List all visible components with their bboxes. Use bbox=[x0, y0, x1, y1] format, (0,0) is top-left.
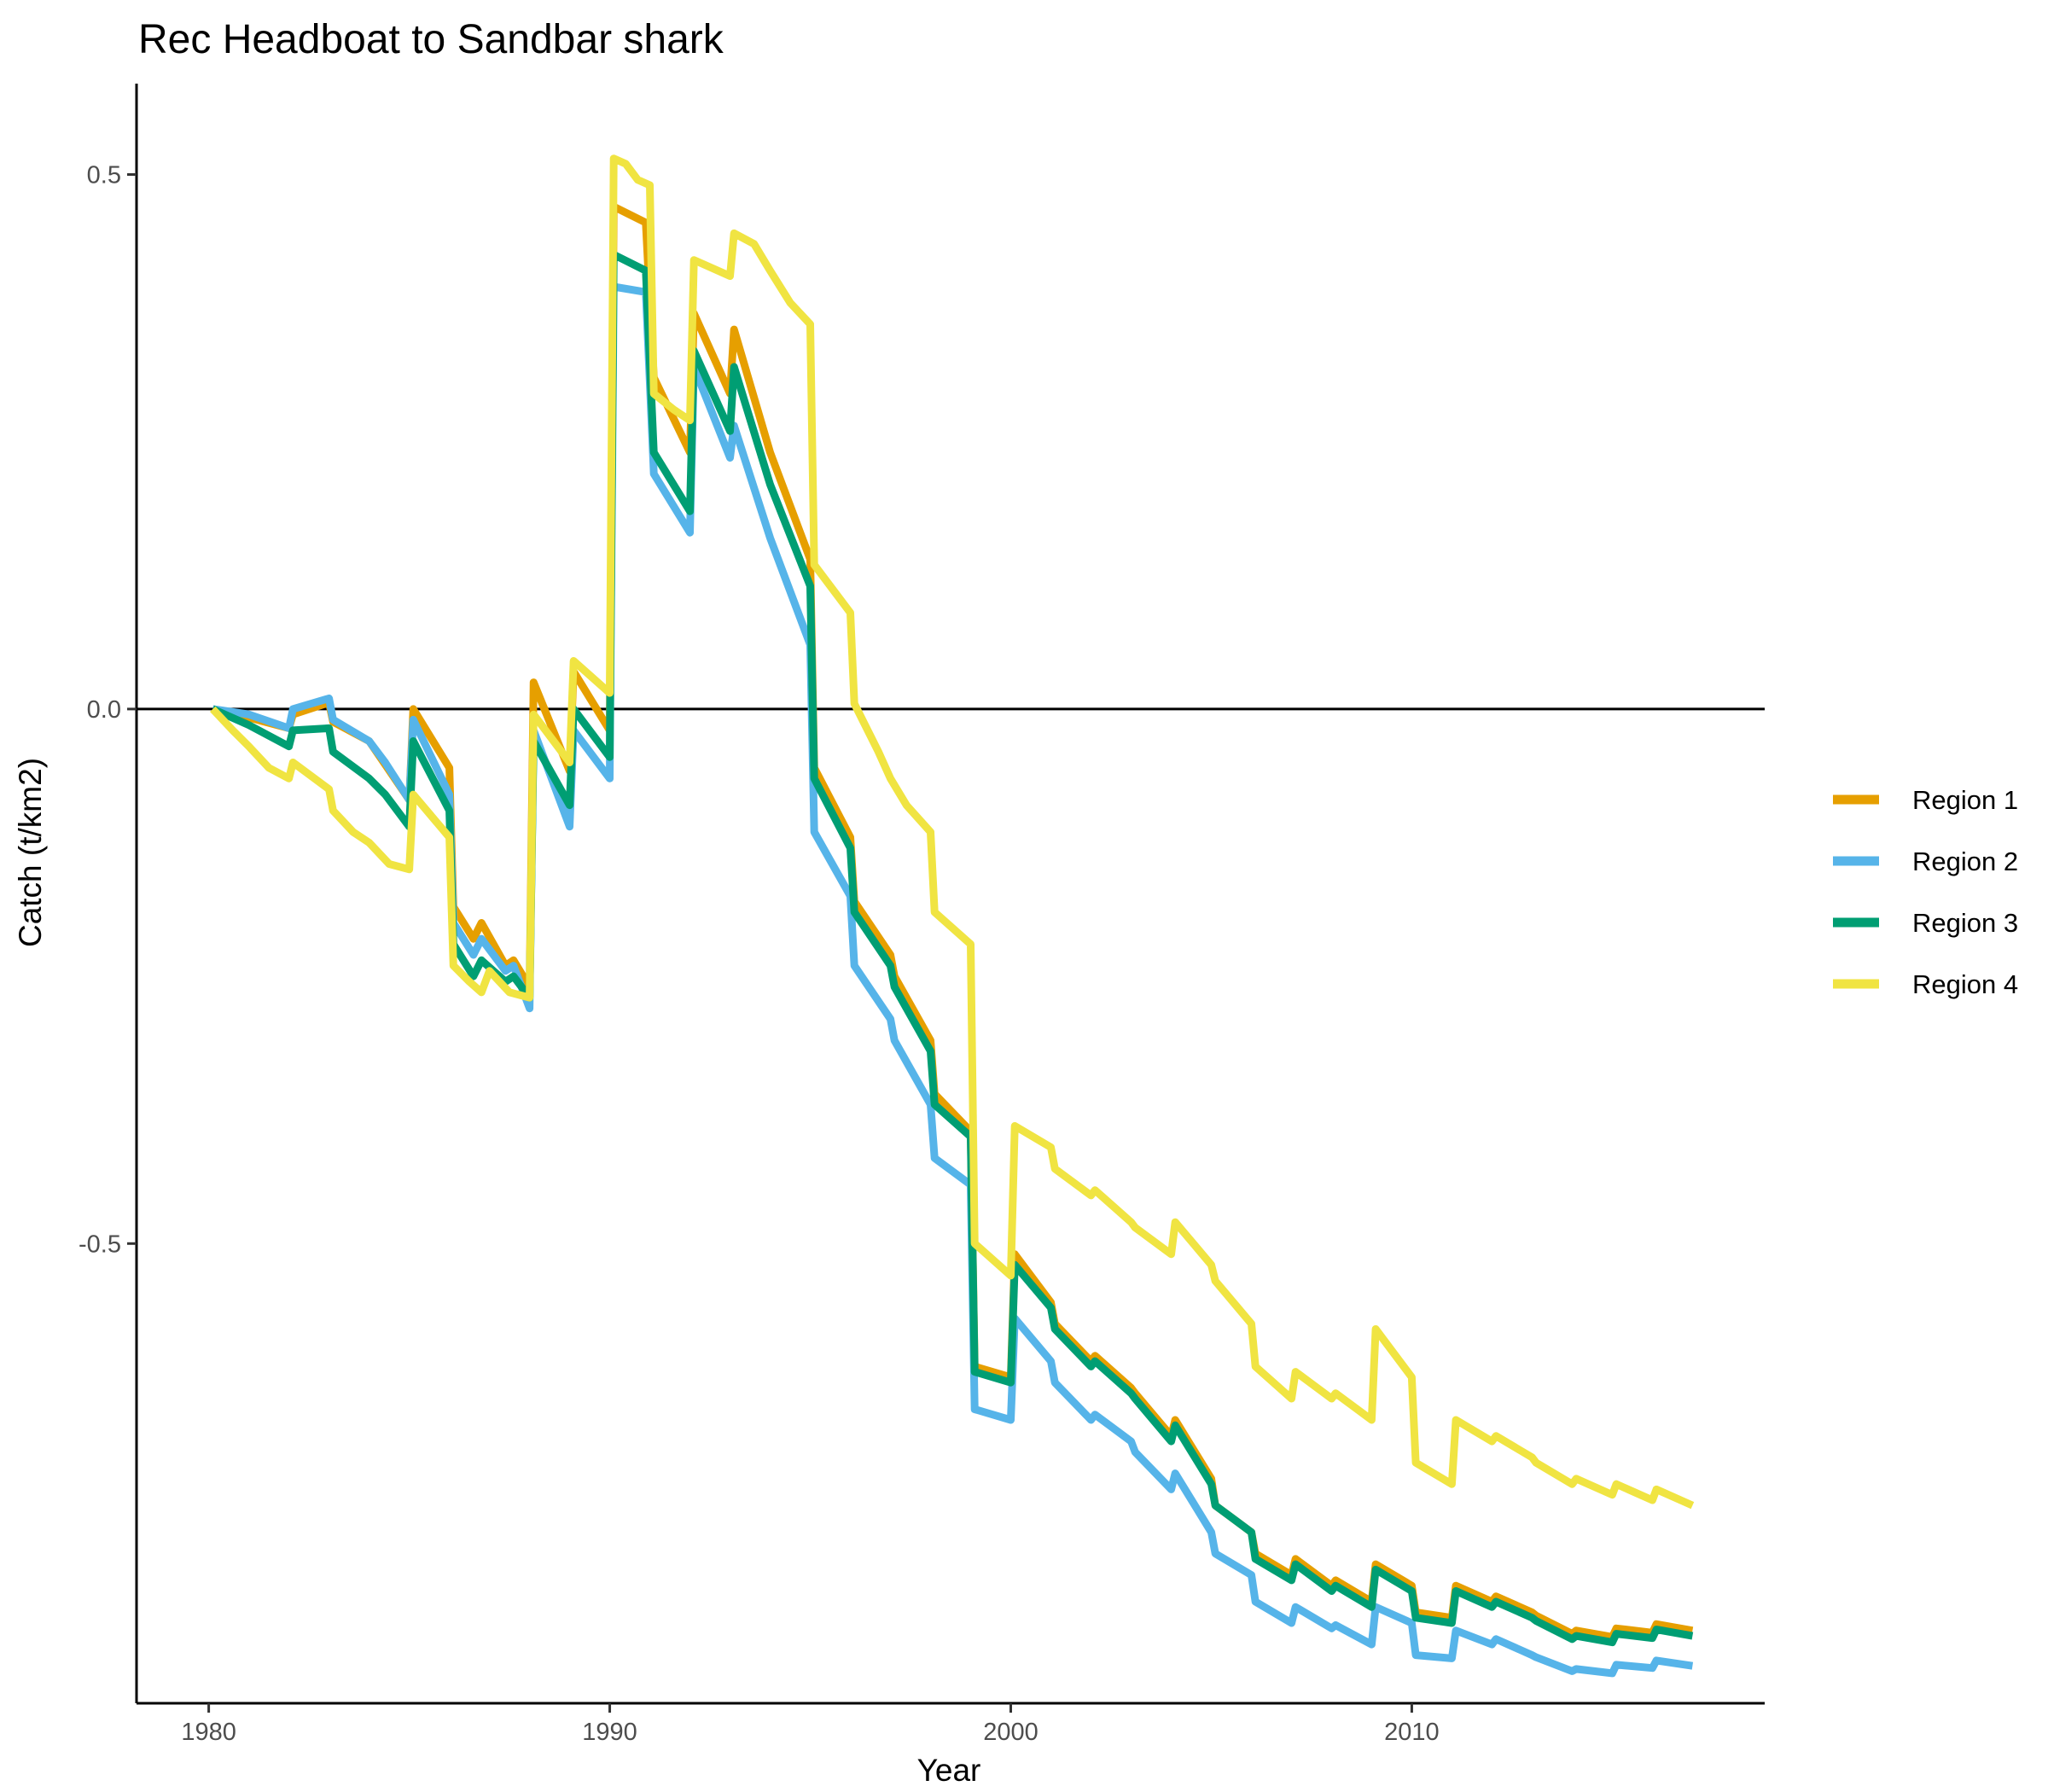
y-axis-title: Catch (t/km2) bbox=[13, 758, 48, 947]
legend-label-region-1: Region 1 bbox=[1912, 785, 2018, 815]
y-tick-label: 0.0 bbox=[87, 696, 121, 724]
legend-label-region-3: Region 3 bbox=[1912, 908, 2018, 938]
x-tick-label: 1990 bbox=[582, 1719, 637, 1746]
chart-title: Rec Headboat to Sandbar shark bbox=[138, 17, 724, 62]
x-tick-label: 1980 bbox=[181, 1719, 236, 1746]
series-line-region-3 bbox=[211, 250, 1694, 1647]
series-lines bbox=[210, 154, 1695, 1678]
series-line-region-4 bbox=[210, 154, 1695, 1510]
x-axis-title: Year bbox=[917, 1753, 981, 1788]
legend: Region 1 Region 2 Region 3 Region 4 bbox=[1833, 785, 2018, 999]
x-tick-label: 2010 bbox=[1384, 1719, 1440, 1746]
y-axis-ticks: 0.5 0.0 -0.5 bbox=[79, 161, 137, 1258]
plot-area bbox=[135, 84, 1765, 1705]
series-line-region-2 bbox=[212, 282, 1694, 1678]
legend-label-region-4: Region 4 bbox=[1912, 969, 2018, 999]
legend-label-region-2: Region 2 bbox=[1912, 847, 2018, 876]
series-line-region-1 bbox=[212, 202, 1694, 1641]
y-tick-label: 0.5 bbox=[87, 161, 121, 189]
x-axis-ticks: 1980 1990 2000 2010 bbox=[181, 1703, 1440, 1746]
x-tick-label: 2000 bbox=[983, 1719, 1039, 1746]
y-tick-label: -0.5 bbox=[79, 1231, 121, 1258]
